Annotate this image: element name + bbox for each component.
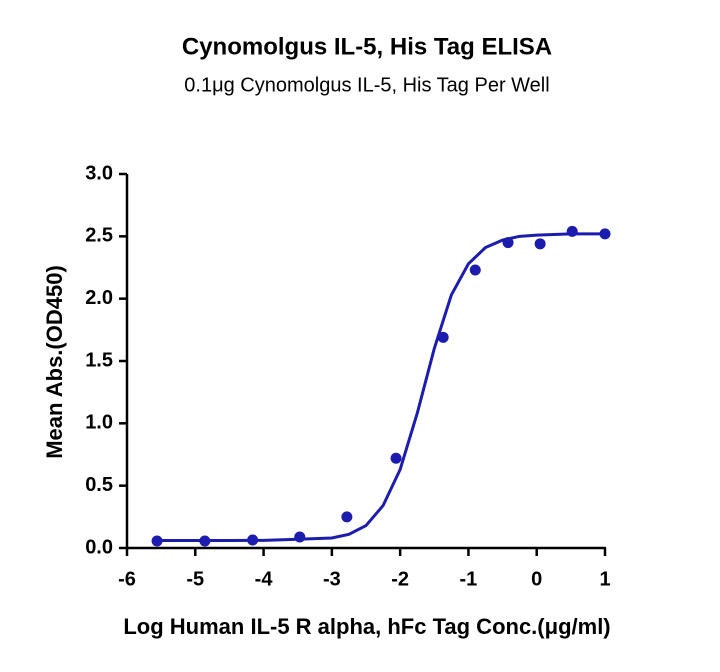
y-tick-label: 2.0 — [85, 287, 113, 309]
fit-curve — [154, 232, 605, 543]
chart-subtitle: 0.1μg Cynomolgus IL-5, His Tag Per Well — [184, 74, 549, 96]
x-tick-label: -4 — [255, 568, 274, 590]
data-point — [469, 264, 481, 276]
data-point — [437, 331, 449, 343]
y-axis-label: Mean Abs.(OD450) — [42, 265, 67, 459]
x-tick-label: -6 — [118, 568, 136, 590]
data-point — [294, 531, 306, 543]
x-tick-label: -1 — [460, 568, 478, 590]
data-point — [534, 238, 546, 250]
x-tick-label: 1 — [599, 568, 610, 590]
y-tick-label: 3.0 — [85, 162, 113, 184]
y-tick-label: 0.0 — [85, 536, 113, 558]
data-point — [390, 452, 402, 464]
y-tick-label: 2.5 — [85, 225, 113, 247]
y-tick-label: 0.5 — [85, 474, 113, 496]
x-tick-label: -5 — [186, 568, 204, 590]
x-axis-label: Log Human IL-5 R alpha, hFc Tag Conc.(μg… — [123, 614, 610, 639]
x-tick-label: -2 — [391, 568, 409, 590]
y-tick-label: 1.5 — [85, 349, 113, 371]
data-point — [341, 511, 353, 523]
x-tick-label: 0 — [531, 568, 542, 590]
x-tick-label: -3 — [323, 568, 341, 590]
y-tick-label: 1.0 — [85, 412, 113, 434]
chart-title: Cynomolgus IL-5, His Tag ELISA — [182, 33, 552, 60]
